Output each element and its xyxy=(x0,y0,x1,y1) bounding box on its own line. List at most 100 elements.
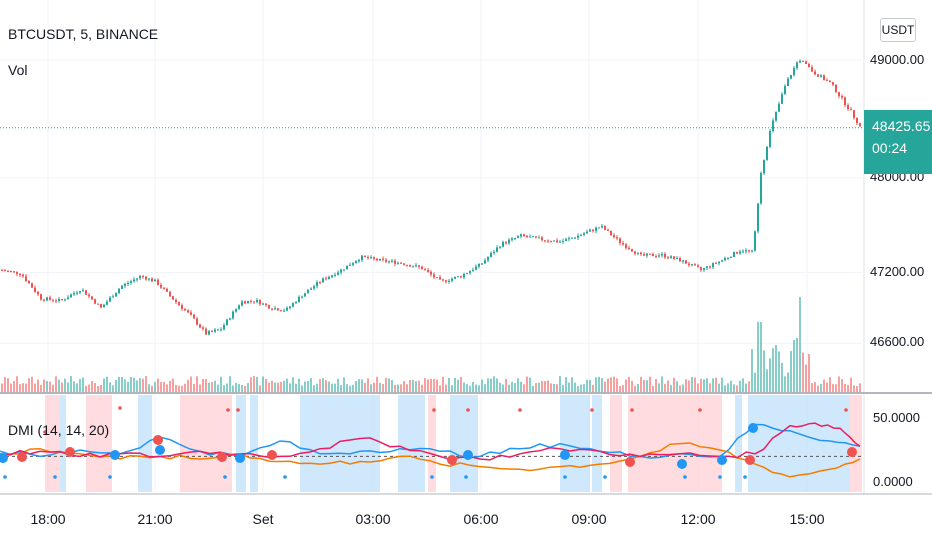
volume-bar xyxy=(685,379,687,392)
candle-body xyxy=(568,238,570,240)
candle-body xyxy=(364,255,366,258)
volume-bar xyxy=(193,383,195,392)
volume-bar xyxy=(565,377,567,392)
volume-bar xyxy=(637,383,639,392)
volume-bar xyxy=(598,376,600,392)
volume-bar xyxy=(748,381,750,392)
volume-bar xyxy=(415,380,417,392)
price-label-46600: 46600.00 xyxy=(870,334,925,349)
symbol-legend[interactable]: BTCUSDT, 5, BINANCE xyxy=(8,26,159,42)
candle-body xyxy=(472,269,474,271)
candle-body xyxy=(601,225,603,228)
candle-body xyxy=(505,241,507,244)
candle-body xyxy=(193,314,195,319)
volume-bar xyxy=(679,385,681,392)
volume-bar xyxy=(385,377,387,392)
volume-bar xyxy=(808,353,810,392)
candle-body xyxy=(115,292,117,297)
dmi-legend[interactable]: DMI (14, 14, 20) xyxy=(8,422,110,438)
candle-body xyxy=(580,234,582,236)
volume-bar xyxy=(703,379,705,392)
signal-dot-top xyxy=(236,408,240,412)
candle-body xyxy=(820,75,822,77)
volume-bar xyxy=(589,379,591,392)
volume-bar xyxy=(844,384,846,392)
candle-body xyxy=(538,237,540,239)
volume-legend[interactable]: Vol xyxy=(8,62,28,78)
volume-bar xyxy=(133,377,135,392)
candle-body xyxy=(253,301,255,303)
candle-body xyxy=(835,84,837,93)
volume-bar xyxy=(244,385,246,392)
candle-body xyxy=(760,173,762,204)
volume-bar xyxy=(25,383,27,392)
signal-dot-bottom xyxy=(223,475,227,479)
candle-body xyxy=(694,264,696,266)
volume-bar xyxy=(556,384,558,392)
candle-body xyxy=(181,305,183,309)
candle-body xyxy=(19,274,21,276)
candle-body xyxy=(292,303,294,307)
candle-body xyxy=(274,308,276,310)
candle-body xyxy=(88,294,90,297)
candle-body xyxy=(172,296,174,300)
candle-body xyxy=(616,237,618,239)
candle-body xyxy=(10,270,12,272)
volume-bar xyxy=(526,376,528,392)
volume-bar xyxy=(535,383,537,392)
volume-bar xyxy=(181,385,183,392)
candle-body xyxy=(55,300,57,302)
volume-bar xyxy=(160,382,162,392)
volume-bar xyxy=(607,378,609,392)
candle-body xyxy=(76,292,78,294)
volume-bar xyxy=(463,382,465,392)
volume-bar xyxy=(163,381,165,392)
volume-bar xyxy=(784,376,786,392)
volume-bar xyxy=(412,379,414,392)
candle-body xyxy=(241,301,243,306)
candle-body xyxy=(712,262,714,268)
candle-body xyxy=(310,288,312,290)
candle-body xyxy=(250,300,252,302)
candle-body xyxy=(688,263,690,266)
candle-body xyxy=(373,257,375,259)
candle-body xyxy=(184,308,186,311)
candle-body xyxy=(733,252,735,257)
time-label-1800: 18:00 xyxy=(30,511,66,527)
candle-body xyxy=(178,302,180,306)
candle-body xyxy=(148,278,150,280)
volume-bar xyxy=(571,377,573,392)
volume-bar xyxy=(397,384,399,392)
candle-body xyxy=(727,257,729,259)
volume-bar xyxy=(778,351,780,392)
dmi-band-bull xyxy=(236,395,246,492)
candle-body xyxy=(223,325,225,330)
candle-body xyxy=(658,255,660,257)
cross-marker xyxy=(625,457,635,467)
candle-body xyxy=(25,276,27,281)
volume-bar xyxy=(709,383,711,392)
volume-bar xyxy=(403,381,405,392)
signal-dot-bottom xyxy=(283,475,287,479)
volume-bar xyxy=(853,385,855,392)
candle-body xyxy=(67,297,69,300)
candle-body xyxy=(829,80,831,83)
volume-bar xyxy=(673,377,675,392)
volume-bar xyxy=(259,385,261,392)
volume-bar xyxy=(202,378,204,392)
candle-body xyxy=(724,258,726,261)
candle-body xyxy=(283,310,285,312)
candle-body xyxy=(550,241,552,243)
volume-bar xyxy=(361,379,363,392)
candle-body xyxy=(118,288,120,293)
candle-body xyxy=(697,265,699,268)
volume-bar xyxy=(34,383,36,392)
candle-body xyxy=(256,299,258,303)
volume-bar xyxy=(550,383,552,392)
currency-button[interactable]: USDT xyxy=(880,18,916,42)
volume-bar xyxy=(586,379,588,392)
volume-bar xyxy=(721,377,723,392)
candle-body xyxy=(736,252,738,254)
candle-body xyxy=(295,302,297,304)
